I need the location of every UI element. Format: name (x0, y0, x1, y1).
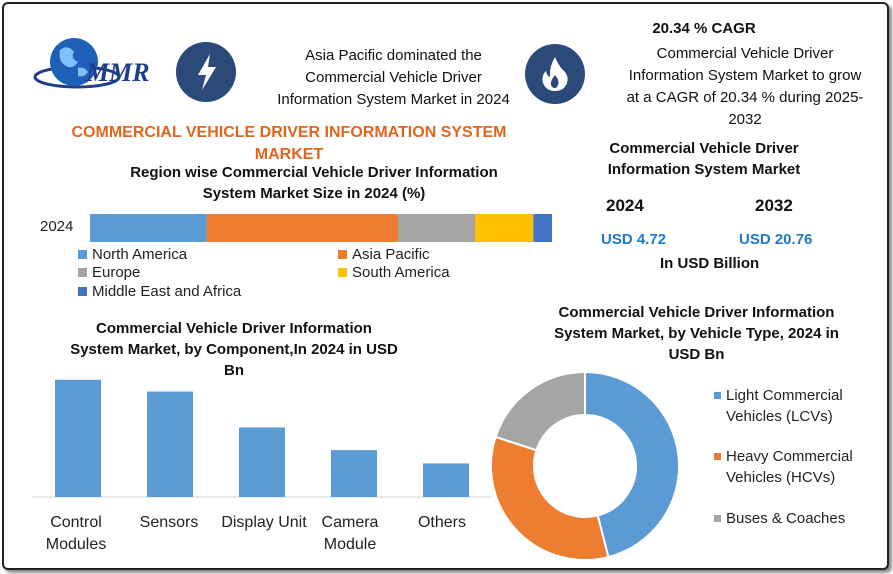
logo-text: MMR (86, 58, 150, 87)
component-chart-title-line: Bn (224, 362, 244, 379)
x-tick-label: Sensors (124, 512, 214, 534)
flame-icon (525, 44, 585, 104)
x-tick-label: Others (397, 512, 487, 534)
legend-mea: Middle East and Africa (78, 283, 241, 300)
donut-slice-2 (490, 435, 610, 561)
headline-line: Commercial Vehicle Driver (305, 69, 482, 86)
region-stacked-bar (90, 214, 552, 242)
legend-buses: Buses & Coaches (714, 508, 846, 529)
legend-europe: Europe (78, 264, 140, 281)
legend-label-line: Heavy Commercial (726, 448, 853, 465)
year-2024: 2024 (606, 196, 644, 215)
legend-label: Asia Pacific (352, 246, 430, 263)
bar-sensors (147, 391, 193, 497)
headline-line: Information System Market in 2024 (277, 91, 510, 108)
cagr-line: Information System Market to grow (628, 67, 862, 84)
component-chart-title-line: Commercial Vehicle Driver Information (96, 320, 372, 337)
component-chart-title-line: System Market, by Component,In 2024 in U… (70, 341, 398, 358)
x-tick-label-line: Display Unit (221, 514, 307, 531)
stacked-segment-south-america (475, 214, 534, 242)
market-size-title-line: Information System Market (607, 161, 801, 178)
stacked-segment-asia-pacific (206, 214, 398, 242)
component-bar-chart (32, 379, 492, 498)
legend-swatch (714, 515, 721, 522)
x-tick-label-line: Module (323, 536, 377, 553)
component-chart-title: Commercial Vehicle Driver Information Sy… (44, 318, 424, 381)
bar-control-modules (55, 379, 101, 497)
x-tick-label-line: Others (417, 514, 466, 531)
stacked-segment-middle-east-and-africa (533, 214, 552, 242)
x-tick-label-line: Camera (321, 514, 379, 531)
market-size-title-line: Commercial Vehicle Driver (609, 140, 799, 157)
market-size-title: Commercial Vehicle Driver Information Sy… (574, 138, 834, 180)
x-tick-label-line: Control (50, 514, 102, 531)
region-category-label: 2024 (40, 218, 74, 235)
vehicle-donut-chart (490, 370, 680, 561)
stacked-segment-north-america (90, 214, 207, 242)
year-2032: 2032 (755, 196, 793, 215)
legend-swatch (714, 392, 721, 399)
vehicle-chart-title-line: Commercial Vehicle Driver Information (558, 304, 835, 321)
x-tick-label: Camera Module (305, 512, 395, 556)
cagr-line: at a CAGR of 20.34 % during 2025- (626, 89, 864, 106)
region-chart-title-line: System Market Size in 2024 (%) (202, 185, 426, 202)
logo: MMR (32, 30, 172, 100)
region-chart-title-line: Region wise Commercial Vehicle Driver In… (130, 164, 498, 181)
value-2032: USD 20.76 (739, 231, 813, 248)
bar-camera-module (331, 450, 377, 497)
legend-swatch (78, 286, 87, 296)
legend-label-line: Light Commercial (726, 387, 843, 404)
legend-hcv: Heavy Commercial Vehicles (HCVs) (714, 446, 853, 488)
value-2024: USD 4.72 (601, 231, 667, 248)
legend-asia-pacific: Asia Pacific (338, 246, 430, 263)
legend-label-line: Buses & Coaches (726, 510, 846, 527)
legend-swatch (78, 267, 87, 277)
headline-line: Asia Pacific dominated the (305, 47, 482, 64)
cagr-text: Commercial Vehicle Driver Information Sy… (602, 43, 888, 131)
legend-label: South America (352, 264, 450, 281)
cagr-line: 2032 (728, 111, 762, 128)
legend-label-line: Vehicles (HCVs) (726, 469, 836, 486)
headline: Asia Pacific dominated the Commercial Ve… (256, 45, 531, 111)
legend-north-america: North America (78, 246, 187, 263)
stacked-segment-europe (398, 214, 475, 242)
vehicle-chart-title-line: System Market, by Vehicle Type, 2024 in (554, 325, 839, 342)
x-tick-label-line: Sensors (139, 514, 199, 531)
legend-lcv: Light Commercial Vehicles (LCVs) (714, 385, 843, 427)
cagr-title: 20.34 % CAGR (652, 20, 756, 37)
lightning-bolt-icon (176, 42, 236, 102)
legend-label: Europe (92, 264, 141, 281)
unit-label: In USD Billion (660, 255, 760, 272)
legend-label: North America (92, 246, 188, 263)
legend-label: Middle East and Africa (92, 283, 242, 300)
legend-swatch (338, 267, 347, 277)
main-title-line: COMMERCIAL VEHICLE DRIVER INFORMATION SY… (71, 124, 507, 141)
vehicle-chart-title-line: USD Bn (668, 346, 725, 363)
region-chart-title: Region wise Commercial Vehicle Driver In… (64, 162, 564, 204)
main-title-line: MARKET (254, 146, 324, 163)
main-title: COMMERCIAL VEHICLE DRIVER INFORMATION SY… (24, 122, 554, 166)
donut-slice-1 (584, 370, 680, 559)
cagr-line: Commercial Vehicle Driver (656, 45, 834, 62)
legend-swatch (78, 249, 87, 259)
x-tick-label: Display Unit (209, 512, 319, 534)
globe-icon (33, 38, 121, 89)
donut-slice-3 (494, 370, 586, 452)
legend-label-line: Vehicles (LCVs) (726, 408, 833, 425)
legend-swatch (338, 249, 347, 259)
x-tick-label: Control Modules (31, 512, 121, 556)
bar-others (423, 463, 469, 497)
bar-display-unit (239, 427, 285, 497)
legend-swatch (714, 453, 721, 460)
vehicle-chart-title: Commercial Vehicle Driver Information Sy… (524, 302, 869, 365)
legend-south-america: South America (338, 264, 450, 281)
x-tick-label-line: Modules (45, 536, 107, 553)
